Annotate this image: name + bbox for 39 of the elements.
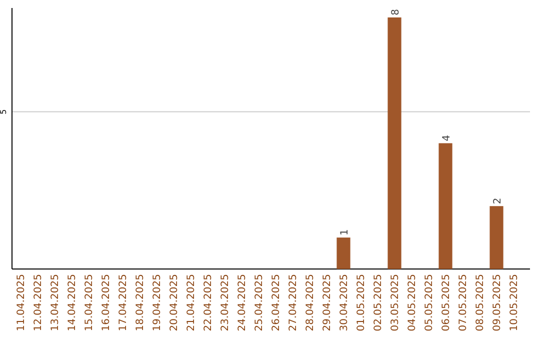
x-tick-label: 20.04.2025 [169,274,180,332]
x-tick-label: 11.04.2025 [16,274,27,332]
x-tick-label: 22.04.2025 [203,274,214,332]
x-tick-label: 10.05.2025 [509,274,520,332]
x-tick-label: 03.05.2025 [390,274,401,332]
data-label: 2 [492,198,504,204]
data-label: 8 [390,9,402,16]
x-tick-label: 18.04.2025 [135,274,146,332]
x-tick-label: 28.04.2025 [305,274,316,332]
x-tick-label: 14.04.2025 [67,274,78,332]
x-tick-label: 07.05.2025 [458,274,469,332]
x-tick-label: 08.05.2025 [475,274,486,332]
bar [388,17,402,269]
x-tick-label: 27.04.2025 [288,274,299,332]
x-tick-label: 25.04.2025 [254,274,265,332]
x-tick-label: 21.04.2025 [186,274,197,332]
bar [336,238,350,269]
x-tick-label: 06.05.2025 [441,274,452,332]
x-tick-label: 05.05.2025 [424,274,435,332]
x-tick-label: 09.05.2025 [492,274,503,332]
x-tick-label: 15.04.2025 [84,274,95,332]
data-label: 4 [442,134,452,142]
data-label: 1 [340,229,350,236]
x-tick-label: 23.04.2025 [220,274,231,332]
x-tick-label: 30.04.2025 [339,274,350,332]
bar [438,143,452,269]
y-tick-label: 5 [0,109,8,114]
x-tick-label: 01.05.2025 [356,274,367,332]
x-tick-label: 02.05.2025 [373,274,384,332]
x-tick-label: 29.04.2025 [322,274,333,332]
x-tick-label: 24.04.2025 [237,274,248,332]
x-tick-label: 04.05.2025 [407,274,418,332]
x-tick-label: 13.04.2025 [50,274,61,332]
x-tick-label: 12.04.2025 [33,274,44,332]
x-tick-label: 19.04.2025 [152,274,163,332]
x-tick-label: 26.04.2025 [271,274,282,332]
bar [490,206,504,269]
x-tick-label: 17.04.2025 [118,274,129,332]
x-tick-label: 16.04.2025 [101,274,112,332]
